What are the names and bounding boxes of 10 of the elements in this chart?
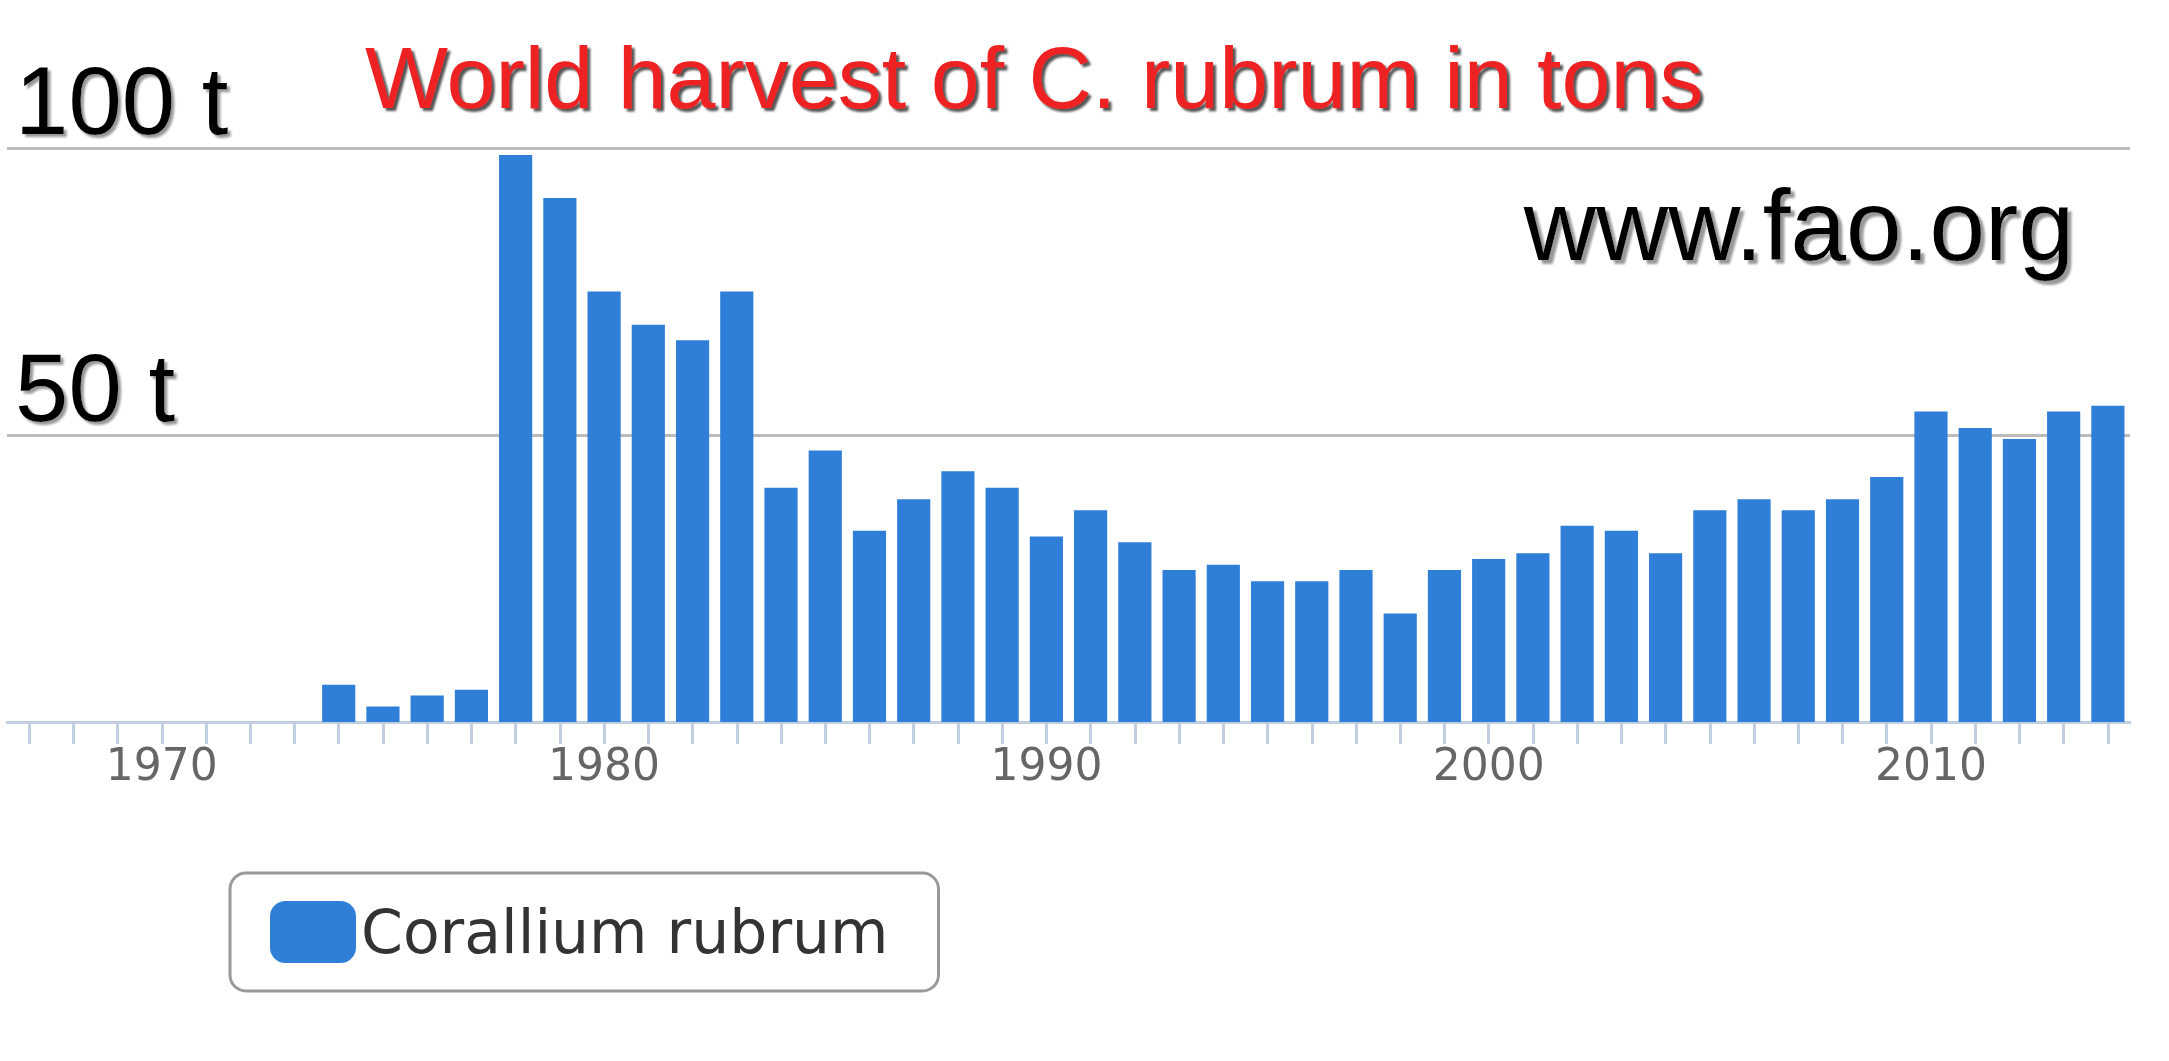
x-tick-label: 1980 bbox=[548, 738, 661, 790]
y-tick-label: 50 t bbox=[15, 333, 176, 441]
annotation: www.fao.org bbox=[1522, 169, 2075, 281]
x-tick-label: 2010 bbox=[1874, 738, 1987, 790]
x-tick-label: 2000 bbox=[1432, 738, 1545, 790]
y-tick-label: 100 t bbox=[15, 46, 229, 154]
chart-title: World harvest of C. rubrum in tons bbox=[365, 27, 1704, 127]
x-tick-label: 1990 bbox=[990, 738, 1103, 790]
legend-label: Corallium rubrum bbox=[361, 897, 889, 967]
x-tick-label: 1970 bbox=[105, 738, 218, 790]
